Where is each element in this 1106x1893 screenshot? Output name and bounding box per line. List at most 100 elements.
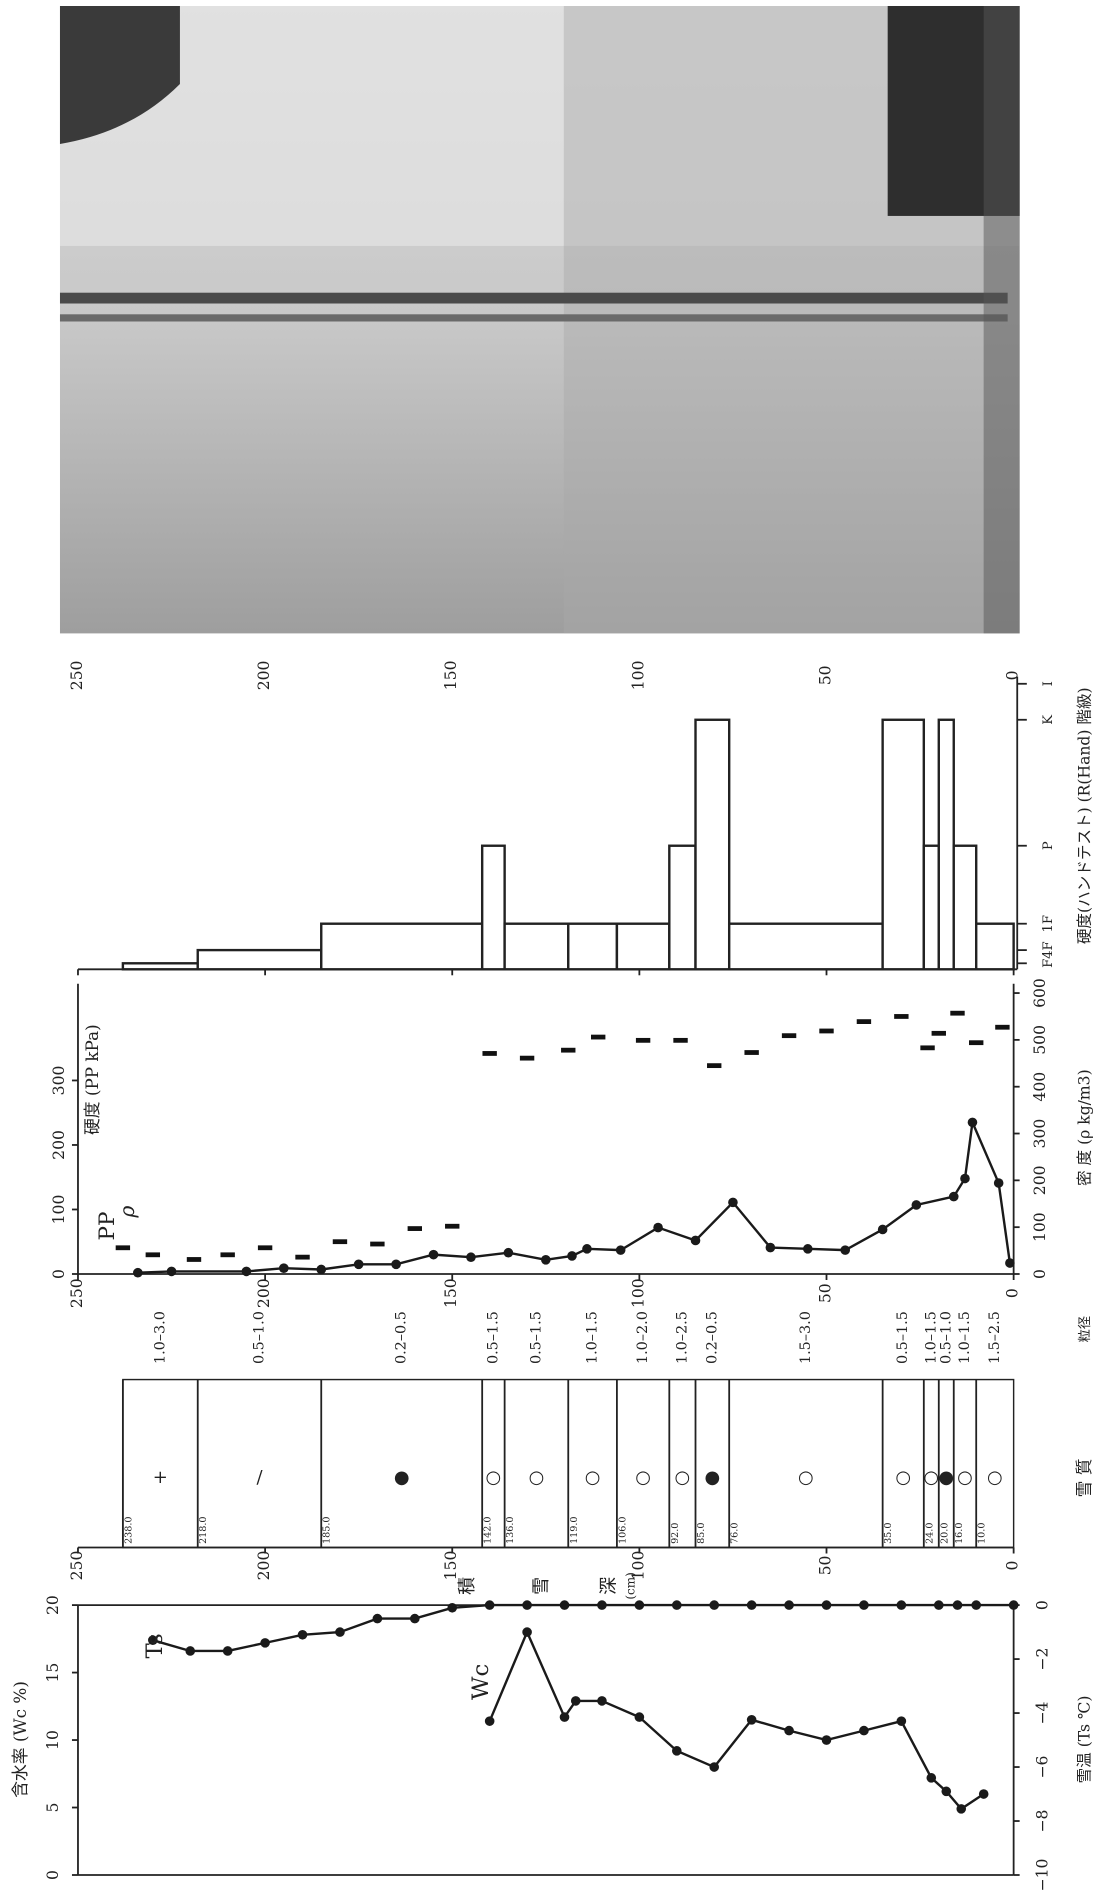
grain-size-label: 0.5–1.5 [895,1311,911,1364]
point-marker [821,1600,832,1610]
point-marker [484,1600,495,1610]
point-marker [522,1627,532,1637]
grain-size-label: 0.2–0.5 [394,1311,410,1364]
snow-quality-symbol: ○ [895,1467,911,1488]
x-tick-label: 200 [255,1551,273,1581]
point-marker [428,1249,439,1260]
point-marker [671,1600,682,1610]
hardness-bar [503,922,570,971]
y2-tick-label: −2 [1034,1648,1052,1671]
point-marker [353,1259,364,1270]
x-tick-label: 0 [1004,1288,1022,1298]
point-marker [671,1746,682,1756]
x-tick-label: 250 [68,661,86,691]
point-marker [466,1252,476,1263]
point-marker [960,1173,970,1184]
y-tick-label: 10 [44,1730,62,1750]
hardness-bar [320,922,484,971]
x-tick-label: 150 [442,1278,460,1308]
depth-axis-title: 深 [598,1577,619,1595]
point-marker [971,1600,982,1610]
point-marker [484,1716,495,1726]
point-marker [765,1242,776,1253]
grain-size-label: 1.0–1.5 [957,1311,973,1364]
point-marker [784,1725,794,1736]
layer-boundary-label: 20.0 [939,1523,950,1544]
layer-boundary-label: 24.0 [924,1523,935,1544]
x-tick-label: 0 [1004,1561,1022,1571]
hardness-bar [922,844,940,971]
layer-boundary-label: 185.0 [322,1516,333,1543]
y2-tick-label: 0 [1034,1600,1052,1610]
point-marker [952,1600,963,1610]
x-tick-label: 250 [68,1551,86,1581]
y-axis-title: 含水率 (Wc %) [10,1681,30,1798]
y-tick-label: 200 [50,1130,68,1160]
point-marker [634,1712,645,1722]
x-tick-label: 50 [817,1556,835,1576]
snow-quality-symbol: ○ [987,1467,1003,1488]
point-marker [978,1789,989,1799]
y-tick-label: 300 [50,1066,68,1096]
grain-size-label: 0.5–1.0 [938,1311,954,1364]
series-name: PP [95,1211,120,1240]
layer-boundary-label: 119.0 [569,1516,580,1543]
layer-boundary-label: 76.0 [730,1523,741,1544]
point-marker [967,1117,978,1128]
point-marker [503,1247,514,1258]
y2-tick-label: 300 [1031,1119,1049,1149]
depth-axis-title: 積 [457,1577,478,1595]
layer-boundary-label: 142.0 [483,1516,494,1543]
x-tick-label: 50 [817,1283,835,1303]
y2-axis-title: 密 度 (ρ kg/m3) [1076,1069,1094,1186]
x-tick-label: 200 [255,1278,273,1308]
point-marker [148,1635,158,1645]
series-line [152,1603,1014,1653]
point-marker [541,1255,551,1265]
y2-tick-label: −10 [1034,1859,1052,1892]
layer-boundary-label: 106.0 [617,1516,628,1543]
layer-boundary-label: 92.0 [670,1523,681,1544]
y2-tick-label: 100 [1031,1212,1049,1242]
depth-axis-title: 雪 [531,1577,552,1595]
series-name: ρ [115,1206,139,1219]
point-marker [840,1245,851,1255]
layer-boundary-label: 10.0 [977,1523,988,1544]
snow-quality-title: 雪 質 [1074,1458,1094,1497]
point-marker [615,1245,626,1255]
grain-size-label: 1.0–1.5 [923,1311,939,1364]
y-axis-title: 硬度(ハンドテスト) (R(Hand) 階級) [1076,687,1094,944]
x-tick-label: 50 [817,665,835,685]
point-marker [567,1251,577,1261]
y2-tick-label: 600 [1031,978,1049,1008]
hardness-bar [668,844,697,971]
photo-ruler-marks [59,314,1008,322]
grain-size-label: 1.5–3.0 [798,1311,814,1364]
snow-quality-symbol: / [256,1467,263,1488]
y-tick-label: I [1041,681,1056,686]
series-name: Wc [468,1664,494,1700]
x-tick-label: 100 [629,661,647,691]
grain-size-label: 0.5–1.5 [485,1311,501,1364]
grain-size-label: 1.0–2.0 [635,1311,651,1364]
point-marker [877,1224,888,1235]
y-tick-label: K [1041,714,1056,725]
grain-size-label: 0.5–1.5 [528,1311,544,1364]
point-marker [582,1244,592,1254]
y2-tick-label: −8 [1034,1810,1052,1833]
point-marker [559,1600,570,1610]
y-tick-label: 0 [44,1870,62,1880]
grain-size-label: 1.0–1.5 [585,1311,601,1364]
point-marker [859,1725,869,1736]
x-tick-label: 150 [442,661,460,691]
hardness-bar [480,844,506,971]
point-marker [926,1773,937,1783]
hardness-bar [727,922,884,971]
y-axis-title: 硬度 (PP kPa) [82,1024,102,1135]
point-marker [222,1646,233,1656]
y-tick-label: 15 [44,1663,62,1683]
snow-quality-symbol: + [153,1467,168,1488]
point-marker [821,1735,832,1745]
point-marker [597,1696,607,1706]
hardness-bar [881,718,926,971]
